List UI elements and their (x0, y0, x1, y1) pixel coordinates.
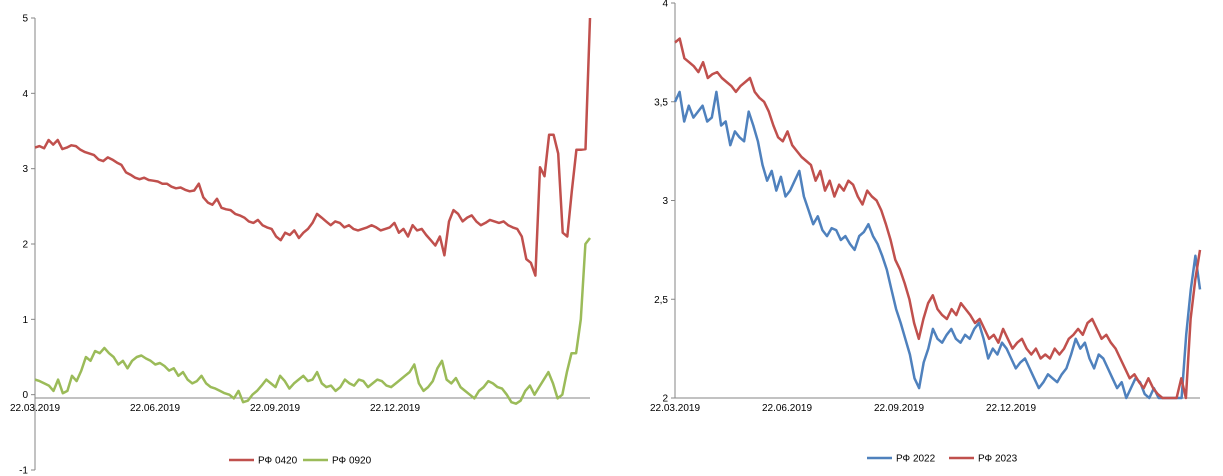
series-line-рф-0920 (34, 237, 591, 405)
y-tick-label: 3 (22, 164, 28, 175)
y-tick-label: 2 (662, 394, 668, 405)
y-tick-label: 5 (22, 14, 28, 25)
x-tick-label: 22.06.2019 (130, 403, 180, 414)
legend-label-rf0920: РФ 0920 (332, 456, 372, 467)
x-tick-label: 22.09.2019 (250, 403, 300, 414)
y-tick-label: -1 (19, 466, 28, 476)
y-tick-label: 2,5 (654, 295, 668, 306)
y-tick-label: 4 (662, 0, 668, 10)
series-line-рф-2022 (673, 90, 1202, 400)
y-tick-label: 1 (22, 315, 28, 326)
x-tick-label: 22.03.2019 (650, 403, 700, 414)
y-tick-label: 4 (22, 89, 28, 100)
y-tick-label: 2 (22, 240, 28, 251)
right-y-tick-labels: 2 2,5 3 3,5 4 (654, 0, 675, 405)
series-line-рф-0420 (34, 17, 592, 277)
left-series-lines (34, 17, 592, 405)
x-tick-label: 22.12.2019 (986, 403, 1036, 414)
x-tick-label: 22.12.2019 (370, 403, 420, 414)
left-y-tick-labels: -1 0 1 2 3 4 5 (19, 14, 35, 476)
legend-label-rf2022: РФ 2022 (896, 454, 936, 465)
right-legend: РФ 2022 РФ 2023 (867, 454, 1018, 465)
legend-label-rf2023: РФ 2023 (978, 454, 1018, 465)
x-tick-label: 22.09.2019 (874, 403, 924, 414)
left-legend: РФ 0420 РФ 0920 (229, 456, 372, 467)
y-tick-label: 0 (22, 390, 28, 401)
legend-label-rf0420: РФ 0420 (258, 456, 298, 467)
right-chart: 2 2,5 3 3,5 4 22.03.2019 22.06.2019 22.09.2019… (650, 0, 1202, 465)
left-x-tick-labels: 22.03.2019 22.06.2019 22.09.2019 22.12.2019 (10, 403, 420, 414)
right-series-lines (673, 37, 1202, 400)
x-tick-label: 22.06.2019 (762, 403, 812, 414)
x-tick-label: 22.03.2019 (10, 403, 60, 414)
right-x-tick-labels: 22.03.2019 22.06.2019 22.09.2019 22.12.2019 (650, 403, 1036, 414)
y-tick-label: 3 (662, 196, 668, 207)
series-line-рф-2023 (674, 37, 1202, 400)
y-tick-label: 3,5 (654, 97, 668, 108)
